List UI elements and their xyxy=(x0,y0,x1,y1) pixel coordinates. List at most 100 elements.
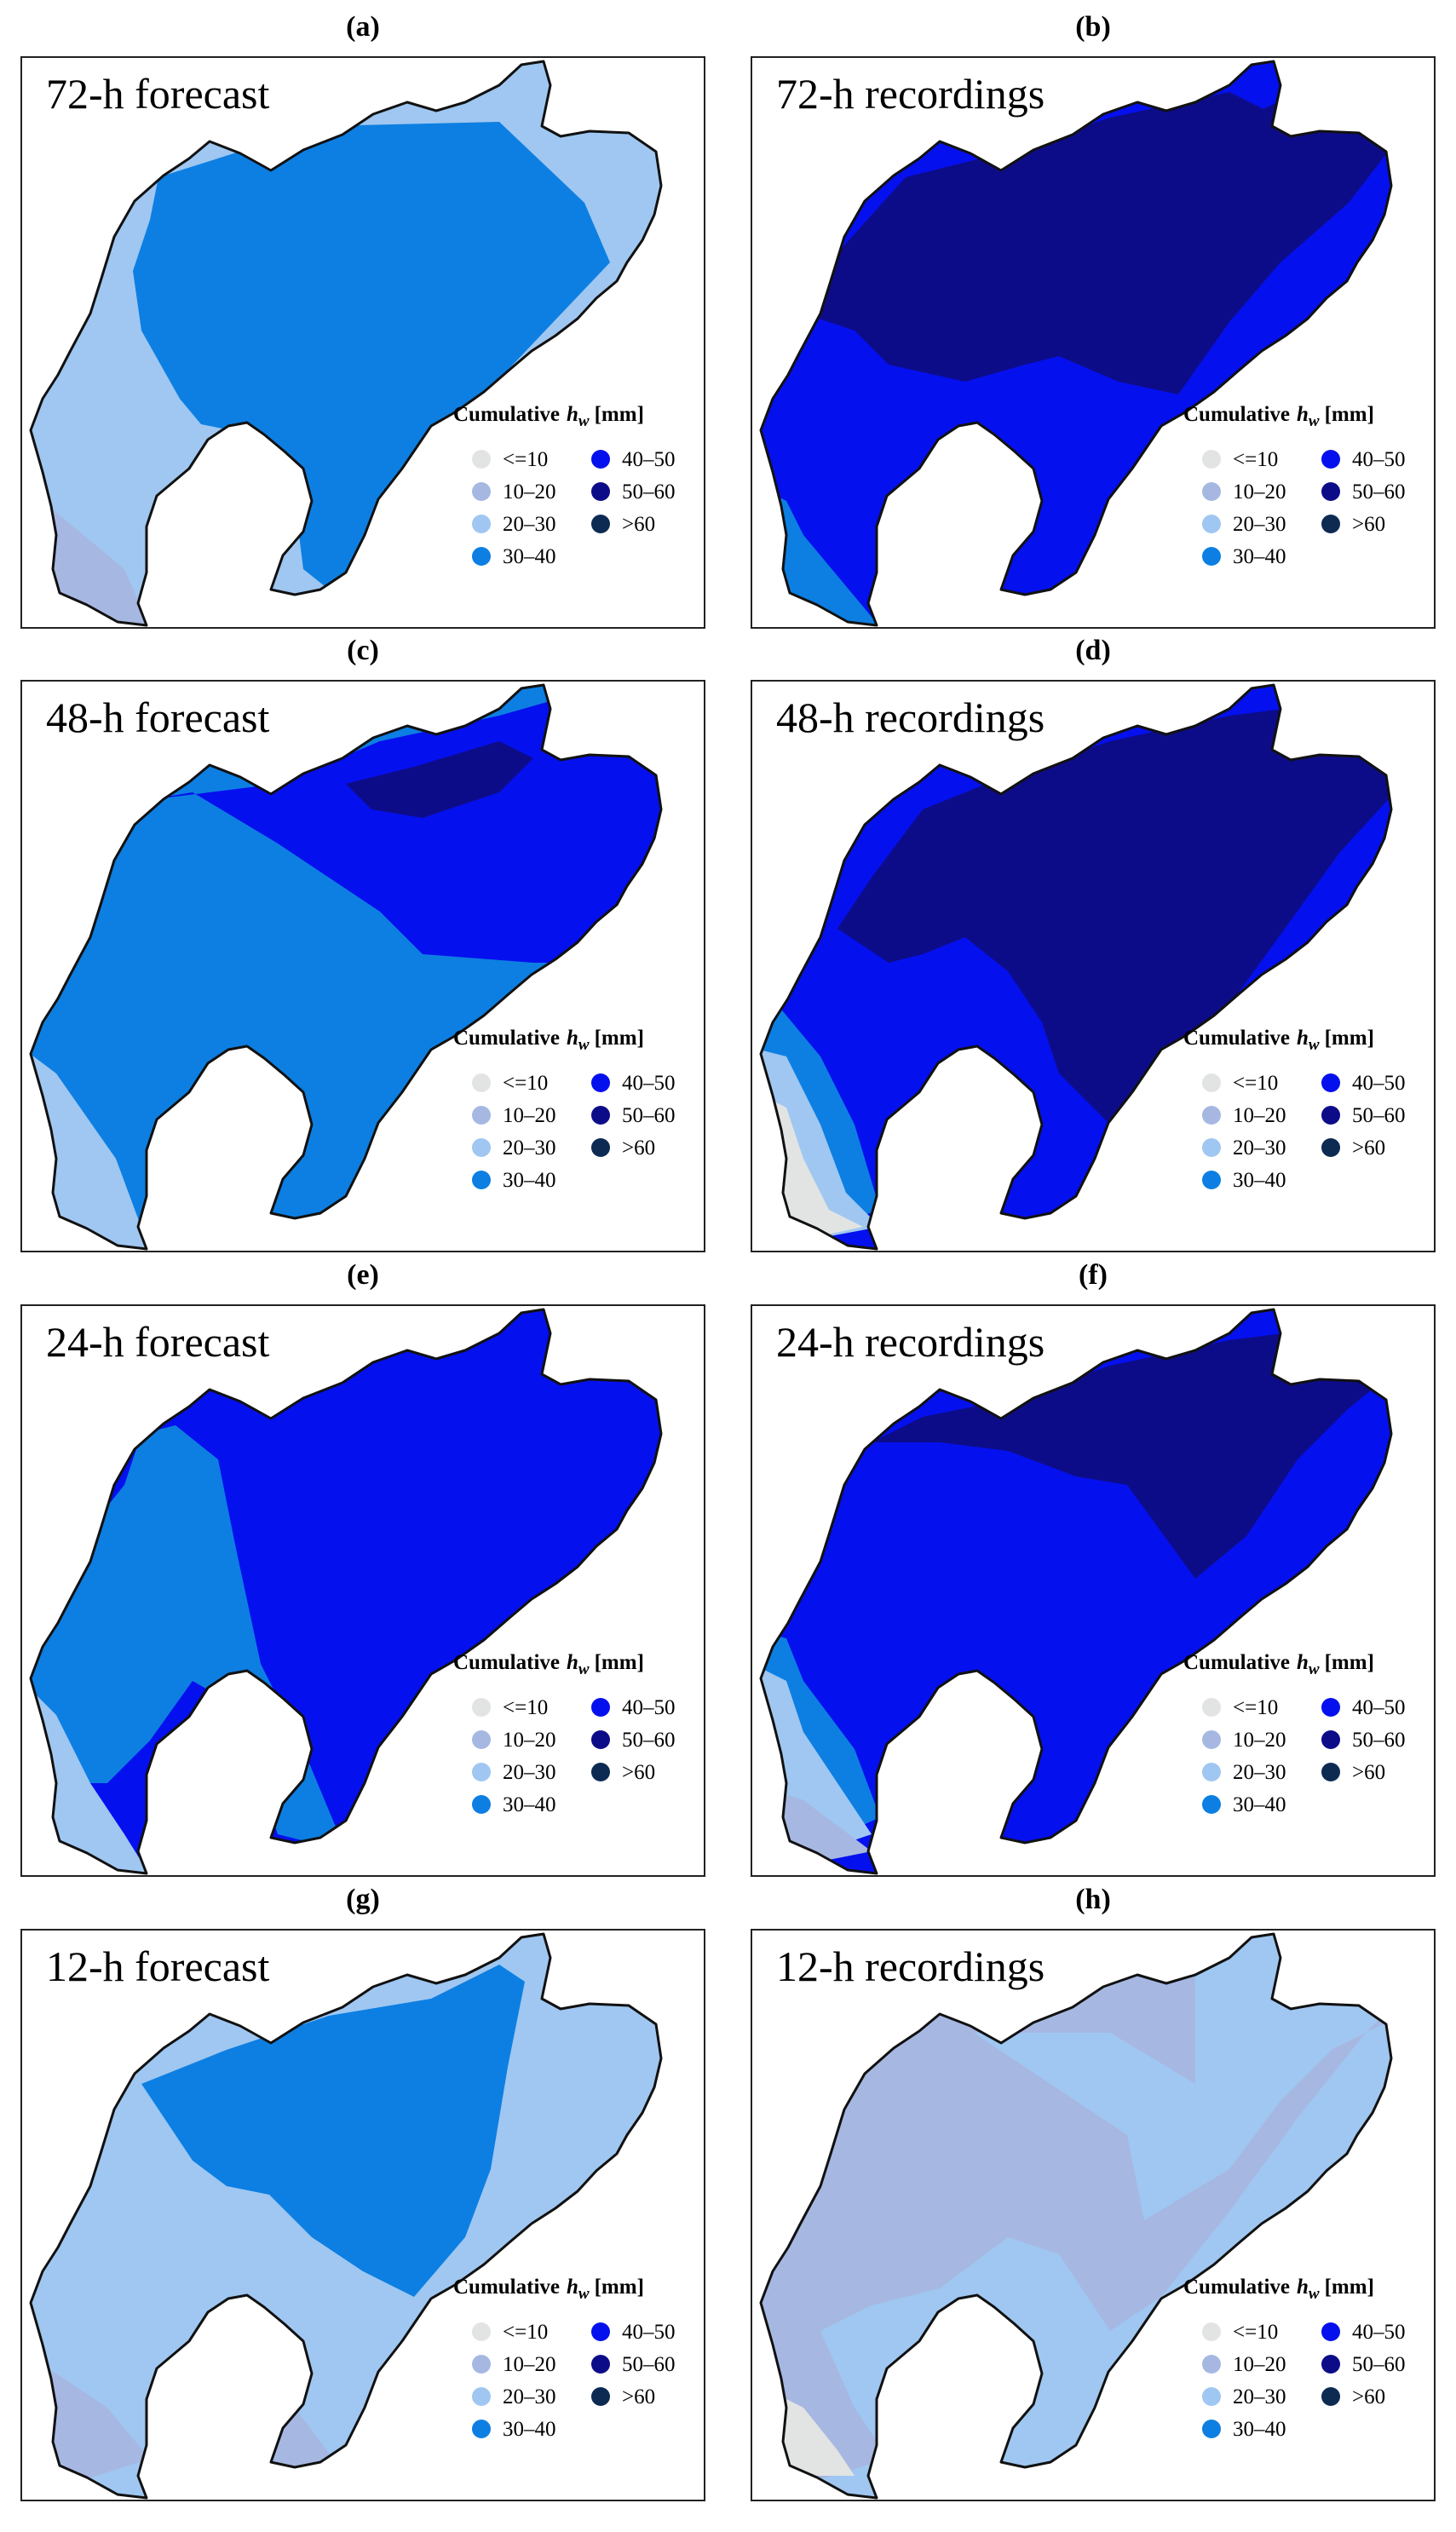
legend-swatch-icon xyxy=(1321,1106,1340,1125)
legend-swatch-icon xyxy=(1202,515,1221,533)
map-panel: 72-h recordings Cumulative hw [mm] <=10 10–20… xyxy=(751,56,1436,629)
legend-label: 30–40 xyxy=(503,2418,556,2441)
legend-variable-subscript: w xyxy=(1308,1660,1320,1678)
legend-label: >60 xyxy=(1352,1761,1386,1784)
legend-label: 10–20 xyxy=(503,481,556,504)
legend-swatch-icon xyxy=(472,2420,491,2438)
legend-label: <=10 xyxy=(503,1696,549,1719)
basin-map xyxy=(29,683,663,1251)
legend-label: 30–40 xyxy=(503,545,556,568)
legend-item: 50–60 xyxy=(1321,1725,1406,1756)
legend-swatch-icon xyxy=(591,1106,610,1125)
legend-label: 50–60 xyxy=(1352,481,1406,504)
basin-map xyxy=(29,1932,663,2500)
legend-label: 20–30 xyxy=(503,1137,556,1160)
legend: Cumulative hw [mm] <=10 10–20 20–30 30–40 40–50… xyxy=(1183,402,1430,615)
legend-swatch-icon xyxy=(591,1763,610,1781)
legend-title-text: Cumulative xyxy=(1183,1651,1290,1674)
basin-map xyxy=(759,1308,1393,1875)
panel-label: (c) xyxy=(347,635,379,666)
legend-unit: [mm] xyxy=(1324,403,1374,426)
legend-title: Cumulative hw [mm] xyxy=(1183,1026,1374,1058)
legend-swatch-icon xyxy=(1321,2387,1340,2406)
panel-label: (b) xyxy=(1075,11,1111,43)
legend-item: 50–60 xyxy=(591,1725,676,1756)
legend-swatch-icon xyxy=(472,1730,491,1749)
legend-swatch-icon xyxy=(591,1138,610,1157)
legend-title: Cumulative hw [mm] xyxy=(453,402,644,434)
legend-item: <=10 xyxy=(472,1068,548,1099)
legend-swatch-icon xyxy=(472,450,491,469)
legend-variable-subscript: w xyxy=(1308,1036,1320,1054)
legend-item: 20–30 xyxy=(472,509,556,540)
legend-item: >60 xyxy=(1321,509,1385,540)
panel-title: 12-h forecast xyxy=(46,1942,270,1990)
legend-item: 40–50 xyxy=(591,2317,676,2348)
legend-swatch-icon xyxy=(1202,1171,1221,1189)
legend-label: 40–50 xyxy=(1352,2321,1406,2344)
legend: Cumulative hw [mm] <=10 10–20 20–30 30–40 40–50… xyxy=(453,1026,700,1239)
map-panel: 24-h recordings Cumulative hw [mm] <=10 10–20… xyxy=(751,1304,1436,1877)
legend-variable: h xyxy=(567,1651,578,1674)
legend-swatch-icon xyxy=(1321,450,1340,469)
legend-item: >60 xyxy=(1321,1758,1385,1788)
legend-swatch-icon xyxy=(1321,2322,1340,2341)
legend-variable-subscript: w xyxy=(1308,2285,1320,2303)
legend-item: 10–20 xyxy=(472,1725,556,1756)
panel-title: 48-h forecast xyxy=(46,693,270,741)
legend-swatch-icon xyxy=(1202,2322,1221,2341)
legend-swatch-icon xyxy=(591,2322,610,2341)
legend-label: <=10 xyxy=(503,2321,549,2344)
legend-item: <=10 xyxy=(1202,1068,1278,1099)
basin-boundary xyxy=(29,1308,663,1875)
legend-label: 40–50 xyxy=(622,1696,676,1719)
legend-swatch-icon xyxy=(1321,1073,1340,1092)
legend-variable: h xyxy=(1297,1027,1309,1050)
legend-swatch-icon xyxy=(1202,1138,1221,1157)
legend-swatch-icon xyxy=(591,1698,610,1717)
legend-title-text: Cumulative xyxy=(453,2276,560,2299)
legend-label: 50–60 xyxy=(1352,1104,1406,1127)
basin-boundary xyxy=(759,60,1393,627)
legend: Cumulative hw [mm] <=10 10–20 20–30 30–40 40–50… xyxy=(453,1650,700,1863)
basin-boundary xyxy=(759,1932,1393,2500)
legend-swatch-icon xyxy=(1321,1138,1340,1157)
legend-label: 10–20 xyxy=(1233,1729,1286,1752)
legend-label: 40–50 xyxy=(622,448,676,471)
legend-label: 50–60 xyxy=(622,2353,676,2376)
legend-variable-subscript: w xyxy=(578,2285,590,2303)
legend-label: >60 xyxy=(622,1137,656,1160)
basin-boundary xyxy=(759,1308,1393,1875)
legend-title-text: Cumulative xyxy=(453,1651,560,1674)
legend-swatch-icon xyxy=(1321,1730,1340,1749)
panel-label: (a) xyxy=(346,11,380,43)
legend-label: 40–50 xyxy=(1352,1696,1406,1719)
legend-label: 40–50 xyxy=(622,2321,676,2344)
legend-label: >60 xyxy=(622,1761,656,1784)
legend-item: 30–40 xyxy=(472,2414,556,2445)
legend-label: 50–60 xyxy=(1352,2353,1406,2376)
legend-variable: h xyxy=(1297,2276,1309,2299)
legend-label: 10–20 xyxy=(503,1729,556,1752)
legend-label: 50–60 xyxy=(622,481,676,504)
legend-label: <=10 xyxy=(503,448,549,471)
legend-label: 10–20 xyxy=(503,1104,556,1127)
legend-label: 40–50 xyxy=(622,1072,676,1095)
legend-title-text: Cumulative xyxy=(1183,1027,1290,1050)
panel-label: (d) xyxy=(1075,635,1111,666)
legend-variable-subscript: w xyxy=(1308,412,1320,430)
legend: Cumulative hw [mm] <=10 10–20 20–30 30–40 40–50… xyxy=(1183,2275,1430,2488)
panel-label: (h) xyxy=(1075,1884,1111,1915)
legend-swatch-icon xyxy=(1321,482,1340,501)
legend-label: 10–20 xyxy=(1233,2353,1286,2376)
legend-item: 30–40 xyxy=(472,542,556,573)
legend-swatch-icon xyxy=(472,2355,491,2374)
legend-label: 30–40 xyxy=(503,1793,556,1816)
basin-boundary xyxy=(29,1932,663,2500)
legend-item: 50–60 xyxy=(591,477,676,508)
legend-swatch-icon xyxy=(1321,515,1340,533)
legend-variable-subscript: w xyxy=(578,1660,590,1678)
panel-title: 24-h recordings xyxy=(776,1318,1045,1366)
legend-item: 20–30 xyxy=(1202,1133,1286,1164)
legend-label: 30–40 xyxy=(503,1169,556,1192)
